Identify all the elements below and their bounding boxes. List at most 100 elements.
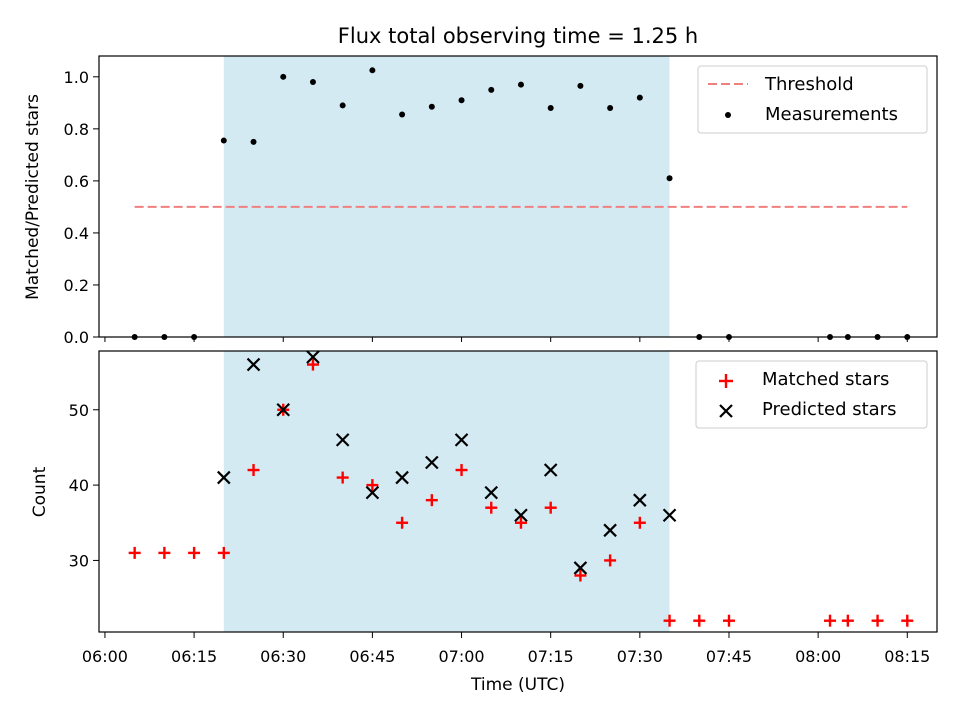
top-axes-frame <box>98 55 938 338</box>
x-b <box>425 455 439 470</box>
legend-threshold-label: Threshold <box>764 74 854 95</box>
x-tick-label: 06:15 <box>171 647 217 666</box>
predicted-star-marker <box>365 485 380 500</box>
x-tick-label: 07:00 <box>438 647 484 666</box>
matched-star-marker <box>604 554 617 567</box>
x-b <box>395 470 409 485</box>
matched-star-marker <box>158 546 171 559</box>
matched-star-marker <box>217 546 230 559</box>
x-tick-label: 07:45 <box>706 647 752 666</box>
top-y-ticks: 0.0 0.2 0.4 0.6 0.8 1.0 <box>64 68 99 347</box>
matched-star-marker <box>824 614 837 627</box>
matched-star-marker <box>306 358 319 371</box>
x-tick-label: 06:00 <box>82 647 128 666</box>
x-b <box>246 357 261 372</box>
measurement-point <box>309 79 316 86</box>
top-y-axis-label: Matched/Predicted stars <box>23 94 43 300</box>
bottom-y-tick-label: 50 <box>69 401 89 420</box>
measurement-point <box>280 73 287 80</box>
measurement-point <box>488 86 495 93</box>
bottom-legend: Matched stars Predicted stars <box>695 360 928 429</box>
top-y-tick-label: 0.4 <box>64 224 89 243</box>
x-b <box>335 433 350 447</box>
x-b <box>484 485 499 500</box>
bottom-y-ticks: 30 40 50 <box>69 401 99 570</box>
predicted-star-marker <box>573 561 588 575</box>
matched-star-marker <box>574 569 587 582</box>
bottom-y-axis-label: Count <box>30 466 50 517</box>
bottom-y-tick-label: 30 <box>69 551 89 570</box>
x-b <box>217 470 231 485</box>
measurement-point <box>250 138 257 145</box>
legend-predicted-swatch <box>719 404 733 418</box>
predicted-star-marker <box>425 455 439 470</box>
predicted-star-marker <box>217 470 231 485</box>
top-y-tick-label: 1.0 <box>64 68 89 87</box>
top-y-tick-label: 0.2 <box>64 276 89 295</box>
x-b <box>306 350 320 364</box>
legend-predicted-label: Predicted stars <box>762 399 896 420</box>
predicted-star-marker <box>633 493 647 507</box>
x-axis-label: Time (UTC) <box>470 675 565 695</box>
matched-star-marker <box>841 614 854 627</box>
predicted-star-marker <box>276 402 291 417</box>
top-x-ticks <box>104 337 908 342</box>
chart-title: Flux total observing time = 1.25 h <box>338 24 698 48</box>
predicted-star-marker <box>484 485 499 500</box>
predicted-star-markers <box>217 350 677 575</box>
x-b <box>543 463 558 477</box>
x-tick-label: 07:15 <box>528 647 574 666</box>
top-y-tick-label: 0.0 <box>64 328 89 347</box>
x-tick-label: 06:30 <box>260 647 306 666</box>
matched-star-marker <box>425 494 438 507</box>
predicted-star-marker <box>246 357 261 372</box>
measurement-point <box>399 111 406 118</box>
x-b <box>514 508 528 523</box>
x-tick-label: 08:15 <box>884 647 930 666</box>
x-b <box>662 508 677 523</box>
x-b <box>454 433 469 447</box>
bottom-shaded-interval <box>223 351 670 632</box>
predicted-star-marker <box>335 433 350 447</box>
x-b <box>603 523 617 538</box>
bottom-legend-box <box>695 360 928 429</box>
matched-star-marker <box>485 501 498 514</box>
measurement-point <box>369 67 376 74</box>
predicted-star-marker <box>454 433 469 447</box>
x-b <box>573 561 588 575</box>
top-y-tick-label: 0.6 <box>64 172 89 191</box>
predicted-star-marker <box>395 470 409 485</box>
x-tick-label: 07:30 <box>617 647 663 666</box>
legend-matched-swatch <box>719 374 733 388</box>
measurement-point <box>577 82 584 89</box>
matched-star-marker <box>455 464 468 477</box>
predicted-star-marker <box>543 463 558 477</box>
bottom-x-ticks: 06:00 06:15 06:30 06:45 07:00 07:15 07:30 07:45… <box>82 632 930 666</box>
matched-star-marker <box>693 614 706 627</box>
x-b <box>633 493 647 507</box>
top-legend: Threshold Measurements <box>697 65 928 134</box>
matched-star-marker <box>247 464 260 477</box>
measurement-point <box>428 103 435 110</box>
bottom-shade-rect <box>223 351 670 632</box>
top-shaded-interval <box>223 56 670 337</box>
measurement-point <box>458 97 465 104</box>
measurement-point <box>517 81 524 88</box>
measurement-point <box>636 94 643 101</box>
legend-measurements-swatch <box>725 112 731 118</box>
predicted-star-marker <box>603 523 617 538</box>
matched-star-marker <box>366 479 379 492</box>
matched-star-marker <box>396 516 409 529</box>
measurement-point <box>547 105 554 112</box>
top-shade-rect <box>223 56 670 337</box>
matched-star-marker <box>336 471 349 484</box>
x-tick-label: 08:00 <box>795 647 841 666</box>
matched-star-markers <box>128 358 914 627</box>
measurement-point <box>220 137 227 144</box>
matched-star-marker <box>663 614 676 627</box>
x-b <box>365 485 380 500</box>
x-tick-label: 06:45 <box>349 647 395 666</box>
top-legend-box <box>697 65 928 134</box>
matched-star-marker <box>901 614 914 627</box>
